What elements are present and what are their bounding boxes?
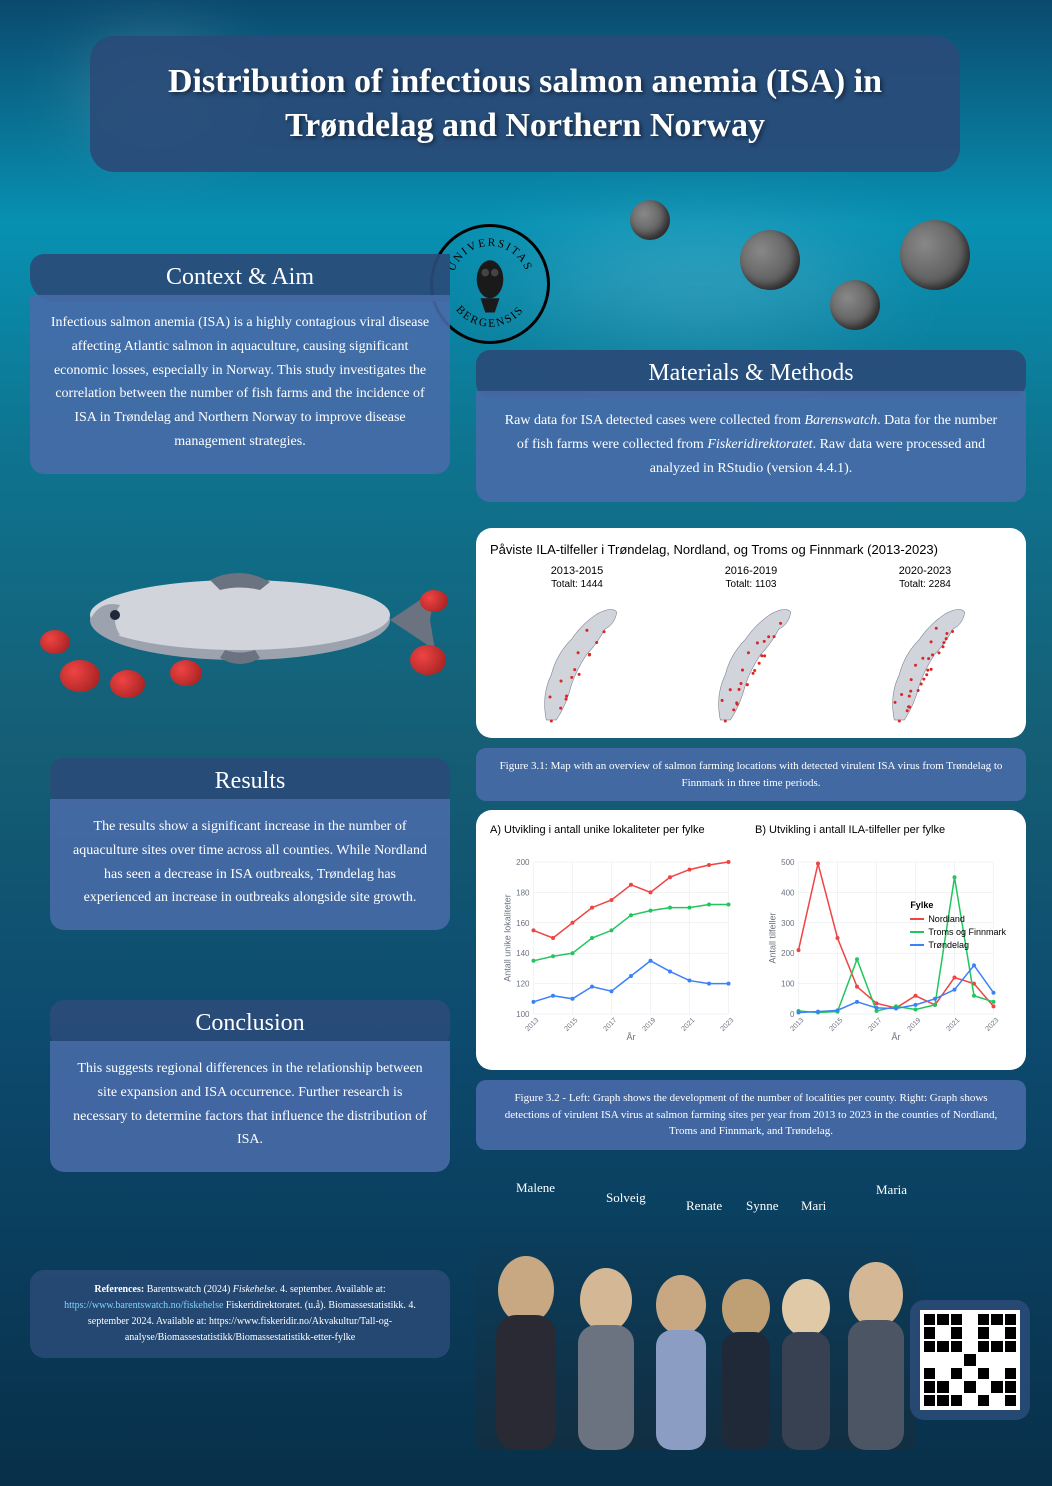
blood-cell-decoration bbox=[170, 660, 202, 686]
svg-text:2023: 2023 bbox=[984, 1017, 1000, 1033]
results-header: Results bbox=[50, 758, 450, 805]
svg-text:400: 400 bbox=[781, 888, 795, 897]
qr-code[interactable] bbox=[910, 1300, 1030, 1420]
blood-cell-decoration bbox=[110, 670, 145, 698]
svg-text:2023: 2023 bbox=[719, 1017, 735, 1033]
virus-decoration bbox=[900, 220, 970, 290]
figure-3-1-caption: Figure 3.1: Map with an overview of salm… bbox=[476, 748, 1026, 801]
svg-text:140: 140 bbox=[516, 949, 530, 958]
poster-title: Distribution of infectious salmon anemia… bbox=[130, 60, 920, 148]
conclusion-header: Conclusion bbox=[50, 1000, 450, 1047]
author-name: Mari bbox=[801, 1198, 826, 1214]
blood-cell-decoration bbox=[40, 630, 70, 654]
svg-text:180: 180 bbox=[516, 888, 530, 897]
svg-text:100: 100 bbox=[516, 1010, 530, 1019]
legend-item: Trøndelag bbox=[910, 940, 1006, 950]
figure-3-1: Påviste ILA-tilfeller i Trøndelag, Nordl… bbox=[476, 528, 1026, 738]
reference-link[interactable]: https://www.barentswatch.no/fiskehelse bbox=[64, 1300, 223, 1311]
figure-3-2-caption: Figure 3.2 - Left: Graph shows the devel… bbox=[476, 1080, 1026, 1150]
svg-text:2021: 2021 bbox=[945, 1017, 961, 1033]
author-name: Renate bbox=[686, 1198, 722, 1214]
svg-text:2015: 2015 bbox=[563, 1017, 579, 1033]
salmon-illustration bbox=[40, 530, 440, 710]
blood-cell-decoration bbox=[60, 660, 100, 692]
svg-text:2013: 2013 bbox=[789, 1017, 805, 1033]
svg-text:0: 0 bbox=[790, 1010, 795, 1019]
svg-text:2019: 2019 bbox=[641, 1017, 657, 1033]
svg-text:100: 100 bbox=[781, 980, 795, 989]
context-section: Context & Aim Infectious salmon anemia (… bbox=[30, 254, 450, 474]
results-section: Results The results show a significant i… bbox=[50, 758, 450, 930]
figure-3-1-title: Påviste ILA-tilfeller i Trøndelag, Nordl… bbox=[490, 542, 1012, 557]
svg-text:År: År bbox=[627, 1032, 636, 1042]
svg-text:200: 200 bbox=[516, 858, 530, 867]
svg-text:500: 500 bbox=[781, 858, 795, 867]
svg-text:Antall unike lokaliteter: Antall unike lokaliteter bbox=[503, 894, 513, 982]
author-name: Malene bbox=[516, 1180, 555, 1196]
figure-3-2: A) Utvikling i antall unike lokaliteter … bbox=[476, 810, 1026, 1070]
figure-3-1-panel: 2016-2019 Totalt: 1103 bbox=[667, 565, 834, 725]
svg-text:300: 300 bbox=[781, 919, 795, 928]
svg-text:2017: 2017 bbox=[867, 1017, 883, 1033]
legend-item: Troms og Finnmark bbox=[910, 927, 1006, 937]
svg-text:2021: 2021 bbox=[680, 1017, 696, 1033]
svg-text:Antall tilfeller: Antall tilfeller bbox=[768, 912, 778, 963]
authors-photo: Malene Solveig Renate Synne Mari Maria bbox=[476, 1180, 916, 1450]
context-body: Infectious salmon anemia (ISA) is a high… bbox=[30, 295, 450, 474]
author-name: Synne bbox=[746, 1198, 779, 1214]
svg-text:160: 160 bbox=[516, 919, 530, 928]
references-box: References: Barentswatch (2024) Fiskehel… bbox=[30, 1270, 450, 1358]
svg-text:2015: 2015 bbox=[828, 1017, 844, 1033]
conclusion-section: Conclusion This suggests regional differ… bbox=[50, 1000, 450, 1172]
poster-title-box: Distribution of infectious salmon anemia… bbox=[90, 36, 960, 172]
svg-text:År: År bbox=[892, 1032, 901, 1042]
blood-cell-decoration bbox=[410, 645, 446, 675]
figure-3-2-chart-a: A) Utvikling i antall unike lokaliteter … bbox=[490, 824, 747, 1056]
author-name: Solveig bbox=[606, 1190, 646, 1206]
svg-text:200: 200 bbox=[781, 949, 795, 958]
figure-3-1-panel: 2013-2015 Totalt: 1444 bbox=[493, 565, 660, 725]
conclusion-body: This suggests regional differences in th… bbox=[50, 1041, 450, 1172]
author-name: Maria bbox=[876, 1182, 907, 1198]
blood-cell-decoration bbox=[420, 590, 448, 612]
author-silhouette bbox=[496, 1256, 556, 1450]
context-header: Context & Aim bbox=[30, 254, 450, 301]
figure-3-2-legend: Fylke NordlandTroms og FinnmarkTrøndelag bbox=[910, 900, 1006, 953]
materials-header: Materials & Methods bbox=[476, 350, 1026, 397]
results-body: The results show a significant increase … bbox=[50, 799, 450, 930]
materials-body: Raw data for ISA detected cases were col… bbox=[476, 391, 1026, 502]
svg-text:120: 120 bbox=[516, 980, 530, 989]
figure-3-1-panel: 2020-2023 Totalt: 2284 bbox=[841, 565, 1008, 725]
materials-section: Materials & Methods Raw data for ISA det… bbox=[476, 350, 1026, 502]
virus-decoration bbox=[630, 200, 670, 240]
legend-item: Nordland bbox=[910, 914, 1006, 924]
virus-decoration bbox=[830, 280, 880, 330]
svg-text:2017: 2017 bbox=[602, 1017, 618, 1033]
svg-text:2019: 2019 bbox=[906, 1017, 922, 1033]
virus-decoration bbox=[740, 230, 800, 290]
svg-text:2013: 2013 bbox=[524, 1017, 540, 1033]
